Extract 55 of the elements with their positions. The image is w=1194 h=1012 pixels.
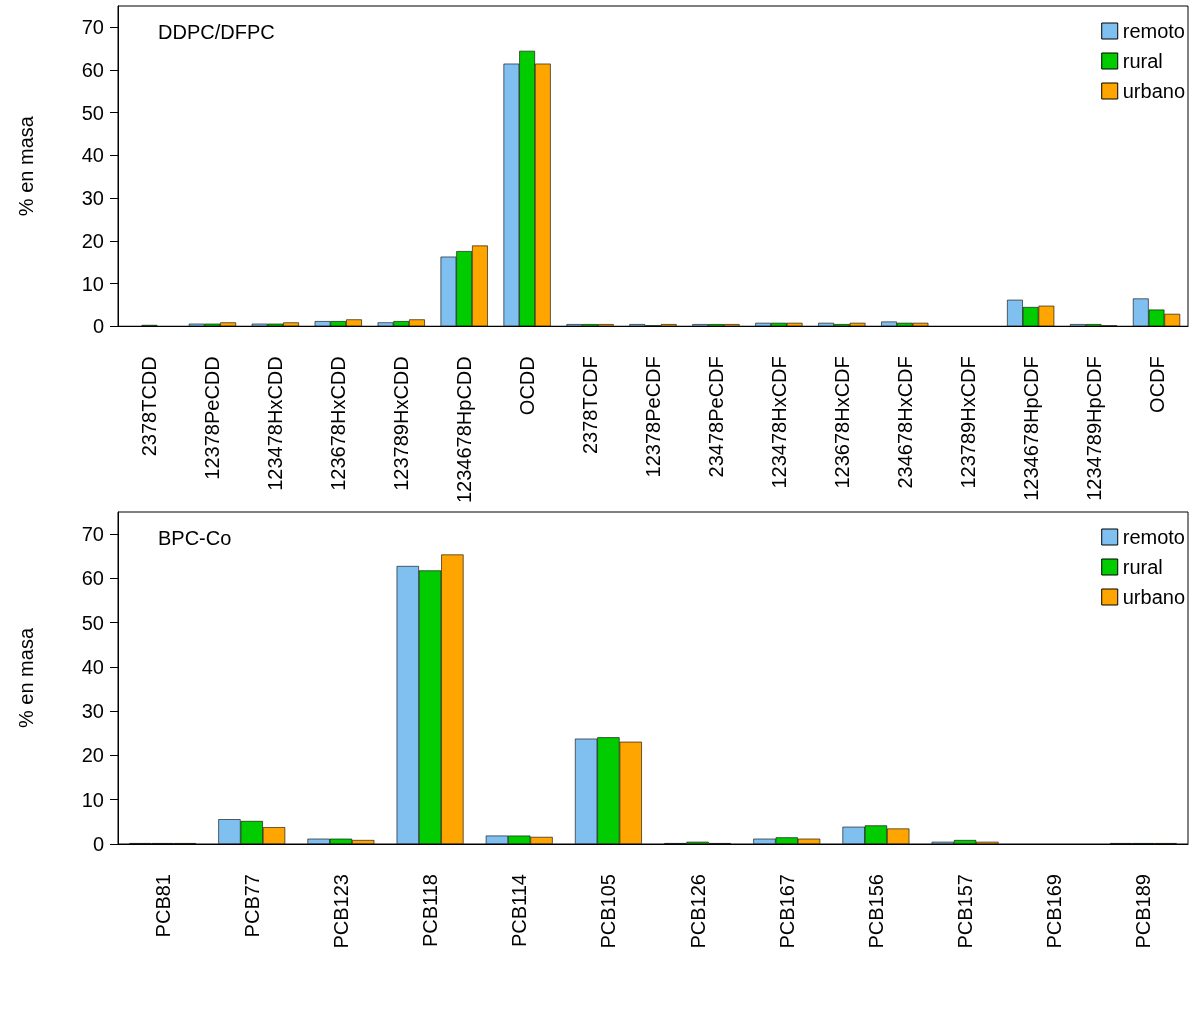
y-tick-label: 0 <box>92 315 104 338</box>
x-tick-label: 23478PeCDF <box>704 356 727 478</box>
y-tick-label: 70 <box>81 16 104 39</box>
x-tick-label: 123478HxCDD <box>264 356 287 491</box>
x-tick-label: 1234678HpCDD <box>453 356 476 504</box>
legend-label: remoto <box>1122 526 1185 548</box>
x-tick-label: 234678HxCDF <box>893 356 916 489</box>
y-tick-label: 20 <box>81 229 104 252</box>
legend-label: remoto <box>1122 20 1185 42</box>
x-tick-label: 123789HxCDD <box>390 356 413 491</box>
x-tick-label: PCB114 <box>508 874 531 948</box>
y-tick-label: 70 <box>81 523 104 546</box>
x-tick-label: 12378PeCDF <box>642 356 664 478</box>
y-tick-label: 30 <box>81 187 104 210</box>
x-tick-label: PCB189 <box>1132 874 1155 949</box>
annotation: BPC-Co <box>158 527 232 549</box>
legend-label: rural <box>1122 50 1163 72</box>
y-tick-label: 30 <box>81 700 104 723</box>
x-tick-label: 2378TCDF <box>579 356 602 455</box>
legend-label: urbano <box>1122 586 1186 608</box>
x-tick-label: 1234678HpCDF <box>1019 356 1042 501</box>
y-tick-label: 50 <box>81 101 104 124</box>
x-tick-label: PCB123 <box>329 874 352 949</box>
legend-label: urbano <box>1122 80 1186 102</box>
x-tick-label: 123678HxCDF <box>830 356 853 489</box>
y-axis-title: % en masa <box>15 115 37 217</box>
x-tick-label: OCDD <box>516 356 539 416</box>
y-tick-label: 50 <box>81 611 104 634</box>
x-tick-label: PCB105 <box>597 874 620 949</box>
y-tick-label: 40 <box>81 655 104 678</box>
y-tick-label: 0 <box>92 833 104 855</box>
x-tick-label: 123478HxCDF <box>767 356 790 489</box>
x-tick-label: 1234789HpCDF <box>1082 356 1105 501</box>
x-tick-label: 123678HxCDD <box>327 356 350 491</box>
y-tick-label: 40 <box>81 144 104 167</box>
x-tick-label: PCB167 <box>775 874 798 949</box>
x-tick-label: 123789HxCDF <box>956 356 979 489</box>
x-tick-label: 12378PeCDD <box>201 356 224 480</box>
y-tick-label: 60 <box>81 59 104 82</box>
annotation: DDPC/DFPC <box>158 21 275 43</box>
x-tick-label: OCDF <box>1145 356 1168 413</box>
y-tick-label: 60 <box>81 567 104 590</box>
y-tick-label: 20 <box>81 744 104 767</box>
x-tick-label: PCB77 <box>240 874 263 938</box>
x-tick-label: PCB81 <box>151 874 174 938</box>
legend-label: rural <box>1122 556 1163 578</box>
y-tick-label: 10 <box>81 272 104 295</box>
x-tick-label: PCB156 <box>864 874 887 949</box>
y-tick-label: 10 <box>81 788 104 811</box>
x-tick-label: PCB126 <box>686 874 709 949</box>
x-tick-label: PCB169 <box>1043 874 1066 949</box>
x-tick-label: PCB157 <box>954 874 977 949</box>
y-axis-title: % en masa <box>15 627 37 729</box>
x-tick-label: PCB118 <box>419 874 442 948</box>
x-tick-label: 2378TCDD <box>138 356 161 457</box>
